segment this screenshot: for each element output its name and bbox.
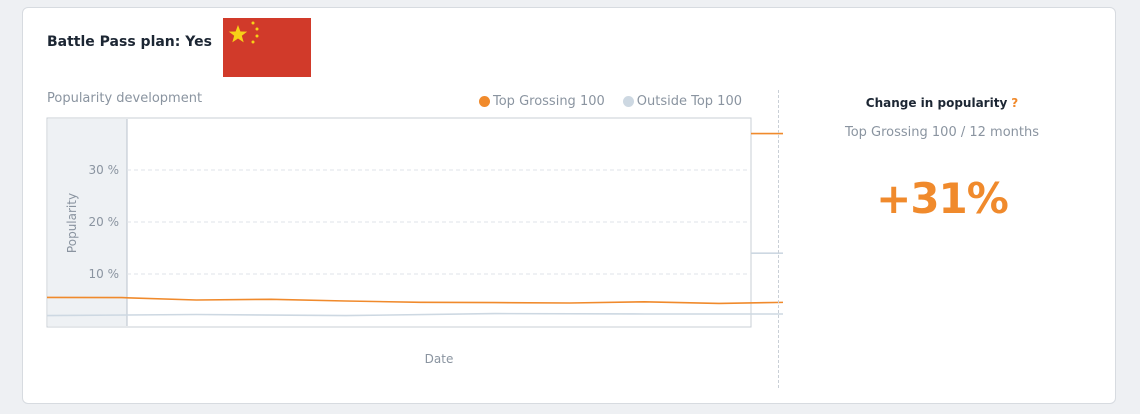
chart-navigator-band (48, 119, 127, 326)
change-in-popularity-title: Change in popularity? (779, 96, 1105, 110)
kpi-title-text: Change in popularity (865, 96, 1008, 110)
legend-item-outside-top[interactable]: Outside Top 100 (622, 94, 742, 109)
battle-pass-title: Battle Pass plan: Yes (47, 34, 212, 50)
y-axis-label: Popularity (65, 193, 79, 253)
flag-big-star (228, 25, 248, 43)
x-axis-label: Date (425, 352, 454, 366)
flag-small-star (251, 21, 255, 25)
section-divider (778, 90, 779, 388)
legend-dot-orange (479, 96, 490, 107)
chart-title: Popularity development (47, 91, 203, 106)
legend-label: Top Grossing 100 (493, 94, 605, 109)
kpi-subtitle: Top Grossing 100 / 12 months (844, 125, 1040, 140)
y-tick-label: 10 % (89, 267, 120, 281)
flag-small-star (255, 34, 259, 38)
chart-legend: Top Grossing 100 Outside Top 100 (479, 94, 742, 109)
flag-small-star (251, 40, 255, 44)
legend-label: Outside Top 100 (636, 94, 742, 109)
popularity-line-chart: 10 %20 %30 % Apr 11Jun 08Aug 05Oct 02Nov… (46, 117, 783, 366)
y-axis-ticks: 10 % 20 % 30 % (89, 163, 120, 281)
chart-grid (127, 169, 751, 275)
flag-small-star (255, 27, 259, 31)
china-flag-icon (223, 18, 311, 77)
y-tick-label: 30 % (89, 163, 120, 177)
help-icon[interactable]: ? (1011, 96, 1019, 110)
legend-item-top-grossing[interactable]: Top Grossing 100 (479, 94, 605, 109)
y-tick-label: 20 % (89, 215, 120, 229)
game-popularity-card: Battle Pass plan: Yes Popularity develop… (22, 7, 1116, 404)
popularity-change-value: +31% (876, 174, 1009, 223)
legend-dot-gray (622, 96, 634, 107)
